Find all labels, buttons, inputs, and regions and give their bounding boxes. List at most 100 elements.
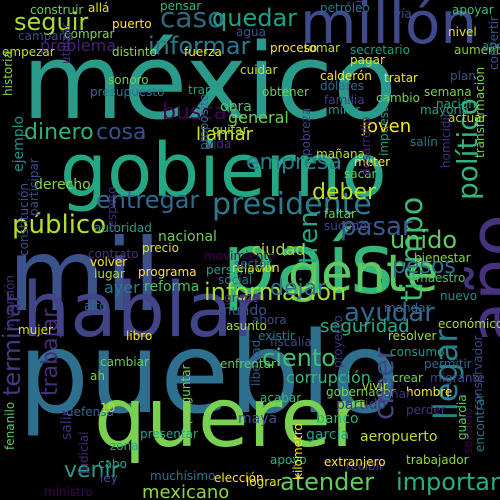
word: banco bbox=[316, 411, 359, 427]
word: presentar bbox=[140, 427, 198, 441]
word: tramo bbox=[188, 83, 225, 97]
word: perder bbox=[406, 403, 446, 417]
word: existir bbox=[258, 329, 295, 343]
word: nación bbox=[436, 97, 476, 111]
word: fenanilo bbox=[3, 401, 17, 450]
word: homicidio bbox=[439, 109, 453, 168]
word: llamar bbox=[196, 124, 253, 145]
word: lugar bbox=[94, 267, 125, 281]
word: constitución bbox=[17, 182, 31, 256]
word: pagar bbox=[350, 53, 385, 67]
word: presidente bbox=[212, 187, 372, 222]
word: ahora bbox=[252, 313, 287, 327]
word: ministro bbox=[44, 485, 93, 499]
word: ah bbox=[90, 369, 105, 383]
word: gobierno bbox=[60, 128, 387, 214]
word: familia bbox=[324, 93, 365, 107]
word: alto bbox=[84, 299, 107, 313]
word: ver bbox=[256, 261, 276, 275]
word: asunto bbox=[226, 319, 267, 333]
word: inversión bbox=[3, 275, 17, 330]
word: salín bbox=[410, 135, 438, 149]
word: calderón bbox=[320, 69, 372, 83]
word: actuar bbox=[448, 111, 487, 125]
word: mundo bbox=[218, 303, 267, 319]
word: mandar bbox=[384, 301, 431, 315]
word: apoyo bbox=[270, 453, 307, 467]
word: ejemplo bbox=[11, 115, 27, 172]
word: preguntar bbox=[179, 364, 193, 425]
word: defensa bbox=[66, 405, 114, 419]
word: zona bbox=[110, 439, 139, 453]
word: pueblo bbox=[18, 309, 400, 439]
word: país bbox=[222, 215, 394, 313]
word: migrante bbox=[430, 371, 485, 385]
word: lograr bbox=[246, 475, 282, 489]
word: seguridad bbox=[320, 316, 410, 337]
word: sacar bbox=[344, 167, 377, 181]
word: pasar bbox=[340, 212, 413, 242]
word: obra bbox=[220, 99, 252, 115]
word: caso bbox=[160, 1, 225, 34]
word: fuerza bbox=[184, 45, 222, 59]
word: información bbox=[204, 278, 347, 306]
word: aeropuerto bbox=[360, 429, 438, 445]
word: gente bbox=[288, 244, 439, 304]
word: nacional bbox=[158, 229, 217, 245]
word: millón bbox=[300, 0, 478, 57]
word: quedar bbox=[212, 4, 298, 32]
word: secretario bbox=[350, 43, 410, 57]
word: empresa bbox=[246, 150, 342, 175]
word: suceder bbox=[324, 219, 372, 233]
word: utilizar bbox=[59, 23, 73, 64]
word: maya bbox=[238, 411, 278, 427]
word: contrato bbox=[88, 247, 139, 261]
word: corrupción bbox=[286, 368, 371, 387]
word: elección bbox=[214, 471, 264, 485]
word: acabar bbox=[260, 391, 302, 405]
word: méxico bbox=[22, 21, 397, 143]
word: pensar bbox=[160, 0, 202, 13]
word: 10 bbox=[100, 401, 116, 415]
word: entregar bbox=[96, 186, 200, 214]
word: mañana bbox=[316, 147, 365, 161]
word: bienestar bbox=[414, 251, 471, 265]
word: nivel bbox=[448, 25, 477, 39]
word: desarrollo bbox=[359, 116, 373, 176]
word: agua bbox=[236, 25, 266, 39]
word: pobreza bbox=[299, 107, 313, 156]
word: enfrentar bbox=[220, 357, 276, 371]
word: querer bbox=[94, 371, 365, 466]
word: chiapas bbox=[353, 0, 367, 10]
word: general bbox=[228, 108, 289, 127]
word: importante bbox=[396, 468, 500, 496]
word: derecho bbox=[34, 177, 91, 193]
word: comprar bbox=[64, 27, 115, 41]
word: meter bbox=[354, 155, 391, 169]
word: campaña bbox=[18, 29, 74, 43]
word: cambiar bbox=[100, 355, 149, 369]
word: permitir bbox=[424, 357, 472, 371]
word: cosa bbox=[96, 120, 147, 145]
word: grupo bbox=[224, 291, 260, 305]
word: gobernador bbox=[326, 385, 396, 399]
word: libro bbox=[126, 329, 153, 343]
word: programa bbox=[138, 265, 197, 279]
word: vida bbox=[206, 137, 232, 151]
word: quitar bbox=[212, 123, 248, 137]
word: obtener bbox=[262, 85, 309, 99]
word: sonoro bbox=[108, 73, 149, 87]
word: precio bbox=[142, 241, 179, 255]
word: mayoría bbox=[420, 103, 470, 117]
word: encontrar bbox=[473, 393, 487, 452]
word: hombre bbox=[406, 385, 453, 399]
word: kilómetro bbox=[291, 423, 305, 480]
word: mil bbox=[8, 217, 161, 334]
word: tomar bbox=[304, 41, 341, 55]
word: venir bbox=[64, 458, 120, 483]
word: económico bbox=[438, 317, 500, 331]
word: vía bbox=[394, 7, 412, 21]
word: relación bbox=[232, 261, 280, 275]
word: ciento bbox=[262, 344, 336, 372]
